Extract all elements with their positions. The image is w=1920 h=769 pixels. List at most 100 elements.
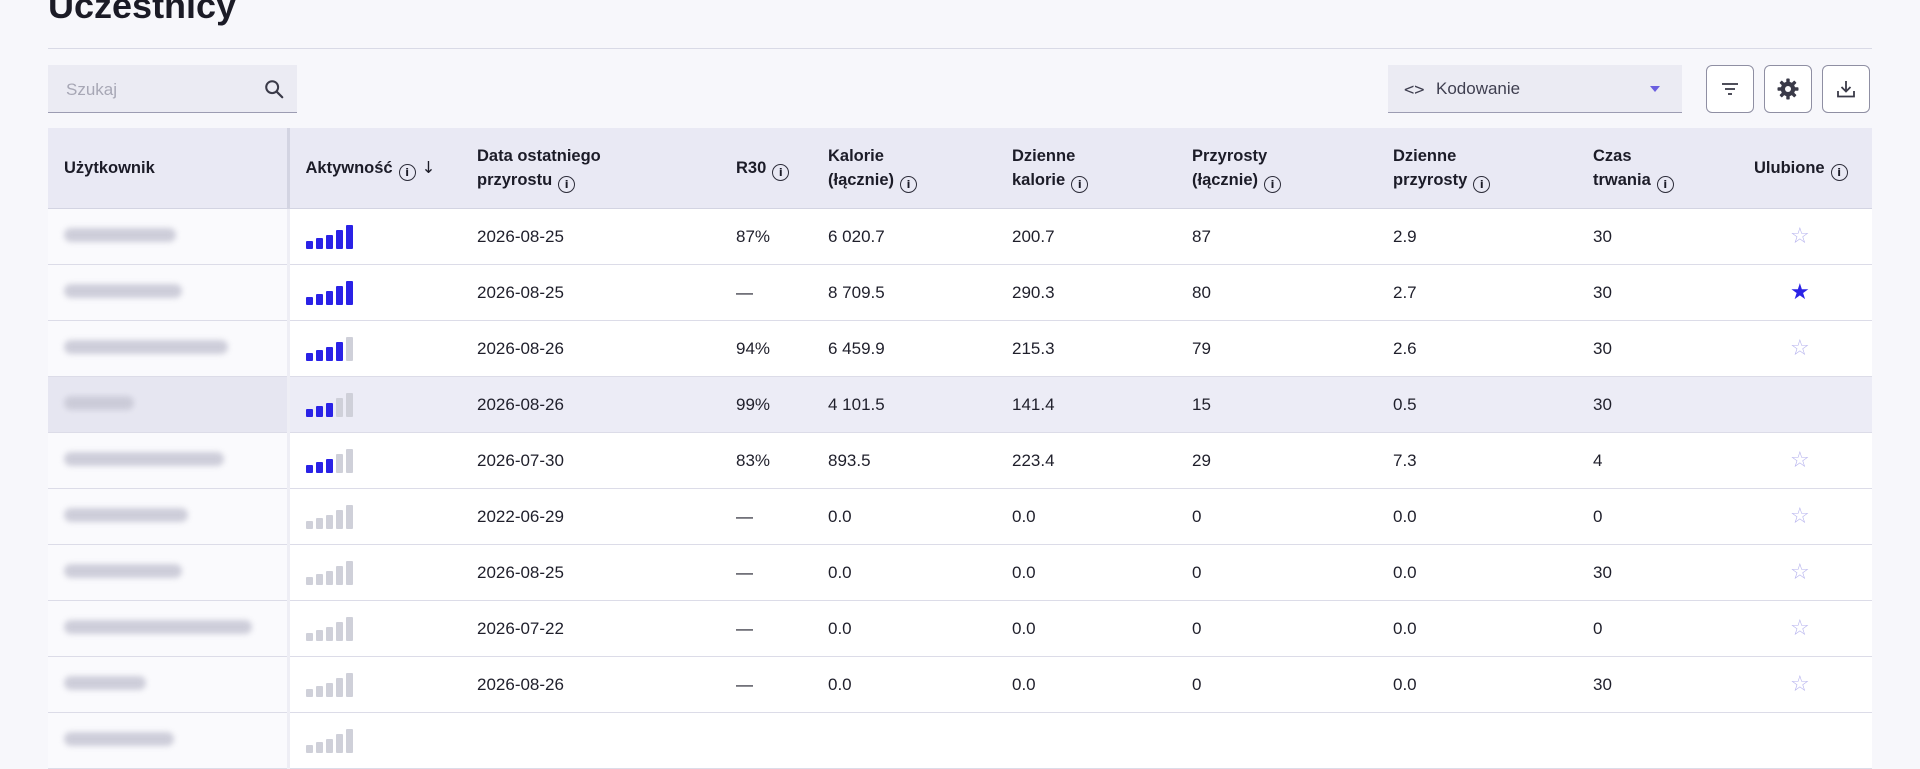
info-icon[interactable]: i bbox=[398, 163, 416, 181]
user-cell[interactable] bbox=[48, 208, 290, 265]
activity-bar bbox=[305, 744, 313, 753]
blurred-username bbox=[64, 227, 176, 242]
star-outline-icon[interactable]: ☆ bbox=[1790, 224, 1810, 249]
star-outline-icon[interactable]: ☆ bbox=[1790, 336, 1810, 361]
table-row[interactable]: 2026-07-22—0.0 0.0 0 0.0 0 ☆ bbox=[48, 600, 1872, 657]
info-icon[interactable]: i bbox=[1071, 175, 1089, 193]
column-header-daily-increments[interactable]: Dzienne przyrosty i bbox=[1377, 128, 1577, 209]
activity-bar bbox=[325, 346, 333, 361]
user-cell[interactable] bbox=[48, 544, 290, 601]
settings-button[interactable] bbox=[1764, 65, 1812, 113]
calories-cell: 6 459.9 bbox=[812, 320, 996, 377]
activity-signal-icon bbox=[305, 224, 462, 249]
user-cell[interactable] bbox=[48, 712, 290, 769]
blurred-username bbox=[64, 507, 188, 522]
star-outline-icon[interactable]: ☆ bbox=[1790, 504, 1810, 529]
activity-bar bbox=[325, 290, 333, 305]
column-header-r30[interactable]: R30 i bbox=[720, 128, 812, 209]
user-cell[interactable] bbox=[48, 320, 290, 377]
column-header-user[interactable]: Użytkownik bbox=[48, 128, 290, 209]
duration-cell: 30 bbox=[1577, 264, 1738, 321]
column-header-favorite[interactable]: Ulubione i bbox=[1738, 128, 1872, 209]
column-header-last-increment[interactable]: Data ostatniego przyrostu i bbox=[461, 128, 720, 209]
info-icon[interactable]: i bbox=[1830, 163, 1848, 181]
user-cell[interactable] bbox=[48, 376, 290, 433]
star-filled-icon[interactable]: ★ bbox=[1790, 280, 1810, 305]
star-outline-icon[interactable]: ☆ bbox=[1790, 448, 1810, 473]
activity-bar bbox=[325, 682, 333, 697]
activity-bar bbox=[305, 464, 313, 473]
download-button[interactable] bbox=[1822, 65, 1870, 113]
daily-calories-cell bbox=[996, 712, 1176, 769]
chevron-down-icon bbox=[1650, 86, 1660, 92]
increments-cell: 29 bbox=[1176, 432, 1377, 489]
info-icon[interactable]: i bbox=[1473, 175, 1491, 193]
increments-cell bbox=[1176, 712, 1377, 769]
search-input[interactable] bbox=[64, 77, 258, 103]
blurred-username bbox=[64, 395, 134, 410]
column-header-calories[interactable]: Kalorie (łącznie) i bbox=[812, 128, 996, 209]
star-outline-icon[interactable]: ☆ bbox=[1790, 672, 1810, 697]
sort-down-arrow-icon[interactable]: ↓ bbox=[421, 157, 436, 177]
activity-bar bbox=[305, 296, 313, 305]
table-row[interactable]: 2026-08-26—0.0 0.0 0 0.0 30 ☆ bbox=[48, 656, 1872, 713]
daily-increments-cell: 2.7 bbox=[1377, 264, 1577, 321]
table-row[interactable]: 2026-07-30 83% 893.5 223.4 29 7.3 4 ☆ bbox=[48, 432, 1872, 489]
table-row[interactable]: 2026-08-26 94% 6 459.9 215.3 79 2.6 30 ☆ bbox=[48, 320, 1872, 377]
last-increment-cell: 2026-08-25 bbox=[461, 264, 720, 321]
table-row[interactable] bbox=[48, 712, 1872, 769]
coding-dropdown[interactable]: <> Kodowanie bbox=[1388, 65, 1682, 113]
info-icon[interactable]: i bbox=[1264, 175, 1282, 193]
activity-bar bbox=[305, 576, 313, 585]
blurred-username bbox=[64, 563, 182, 578]
info-icon[interactable]: i bbox=[558, 175, 576, 193]
activity-signal-icon bbox=[305, 560, 462, 585]
search-icon[interactable] bbox=[263, 78, 285, 100]
column-header-duration[interactable]: Czas trwania i bbox=[1577, 128, 1738, 209]
daily-calories-cell: 200.7 bbox=[996, 208, 1176, 265]
duration-cell: 30 bbox=[1577, 544, 1738, 601]
daily-calories-cell: 223.4 bbox=[996, 432, 1176, 489]
filter-button[interactable] bbox=[1706, 65, 1754, 113]
user-cell[interactable] bbox=[48, 656, 290, 713]
increments-cell: 15 bbox=[1176, 376, 1377, 433]
r30-cell: 83% bbox=[720, 432, 812, 489]
activity-signal-icon bbox=[305, 616, 462, 641]
user-cell[interactable] bbox=[48, 600, 290, 657]
increments-cell: 0 bbox=[1176, 600, 1377, 657]
activity-bar bbox=[335, 733, 343, 753]
user-cell[interactable] bbox=[48, 264, 290, 321]
column-header-activity[interactable]: Aktywność i ↓ bbox=[288, 128, 461, 209]
favorite-cell: ★ bbox=[1738, 264, 1872, 321]
table-row[interactable]: 2026-08-25—8 709.5 290.3 80 2.7 30 ★ bbox=[48, 264, 1872, 321]
activity-bar bbox=[325, 514, 333, 529]
column-header-daily-calories[interactable]: Dzienne kalorie i bbox=[996, 128, 1176, 209]
info-icon[interactable]: i bbox=[772, 163, 790, 181]
info-icon[interactable]: i bbox=[900, 175, 918, 193]
user-cell[interactable] bbox=[48, 432, 290, 489]
table-row[interactable]: 2026-08-25 87% 6 020.7 200.7 87 2.9 30 ☆ bbox=[48, 208, 1872, 265]
gear-icon bbox=[1777, 78, 1799, 100]
column-header-increments[interactable]: Przyrosty (łącznie) i bbox=[1176, 128, 1377, 209]
table-row[interactable]: 2026-08-25—0.0 0.0 0 0.0 30 ☆ bbox=[48, 544, 1872, 601]
activity-bar bbox=[315, 629, 323, 641]
table-row[interactable]: 2026-08-26 99% 4 101.5 141.4 15 0.5 30 bbox=[48, 376, 1872, 433]
activity-cell bbox=[288, 544, 462, 601]
daily-calories-cell: 0.0 bbox=[996, 488, 1176, 545]
last-increment-cell: 2022-06-29 bbox=[461, 488, 720, 545]
r30-cell: — bbox=[720, 488, 812, 545]
star-outline-icon[interactable]: ☆ bbox=[1790, 560, 1810, 585]
info-icon[interactable]: i bbox=[1656, 175, 1674, 193]
duration-cell: 0 bbox=[1577, 600, 1738, 657]
duration-cell: 4 bbox=[1577, 432, 1738, 489]
blurred-username bbox=[64, 283, 182, 298]
daily-calories-cell: 0.0 bbox=[996, 600, 1176, 657]
search-box[interactable] bbox=[48, 65, 297, 113]
user-cell[interactable] bbox=[48, 488, 290, 545]
duration-cell: 30 bbox=[1577, 656, 1738, 713]
table-row[interactable]: 2022-06-29—0.0 0.0 0 0.0 0 ☆ bbox=[48, 488, 1872, 545]
activity-bar bbox=[335, 621, 343, 641]
activity-bar bbox=[305, 352, 313, 361]
activity-signal-icon bbox=[305, 280, 462, 305]
star-outline-icon[interactable]: ☆ bbox=[1790, 616, 1810, 641]
